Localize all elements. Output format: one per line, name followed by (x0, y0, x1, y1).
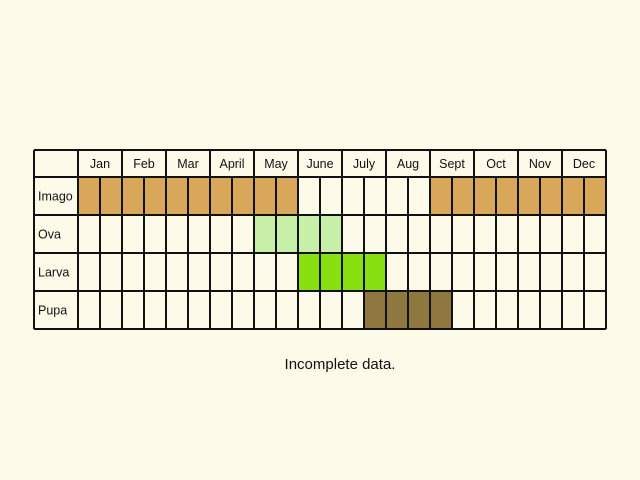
active-cell-imago-20 (496, 177, 518, 215)
month-label-jan: Jan (90, 157, 110, 171)
stage-label-imago: Imago (38, 190, 73, 204)
active-cell-larva-14 (364, 253, 386, 291)
active-cell-ova-12 (320, 215, 342, 253)
active-cell-imago-1 (78, 177, 100, 215)
month-label-june: June (306, 157, 333, 171)
month-label-april: April (219, 157, 244, 171)
active-cell-imago-10 (276, 177, 298, 215)
active-cell-larva-12 (320, 253, 342, 291)
active-cell-ova-10 (276, 215, 298, 253)
active-cell-imago-3 (122, 177, 144, 215)
month-label-oct: Oct (486, 157, 506, 171)
active-cell-pupa-14 (364, 291, 386, 329)
active-cell-imago-21 (518, 177, 540, 215)
month-label-nov: Nov (529, 157, 552, 171)
active-cell-pupa-16 (408, 291, 430, 329)
active-cell-larva-11 (298, 253, 320, 291)
active-cell-imago-6 (188, 177, 210, 215)
active-cell-imago-18 (452, 177, 474, 215)
active-cell-imago-9 (254, 177, 276, 215)
stage-label-pupa: Pupa (38, 304, 67, 318)
active-cell-imago-22 (540, 177, 562, 215)
month-label-sept: Sept (439, 157, 465, 171)
active-cell-imago-2 (100, 177, 122, 215)
active-cell-larva-13 (342, 253, 364, 291)
active-cell-ova-9 (254, 215, 276, 253)
active-cell-pupa-15 (386, 291, 408, 329)
active-cell-pupa-17 (430, 291, 452, 329)
month-label-feb: Feb (133, 157, 155, 171)
stage-label-larva: Larva (38, 266, 69, 280)
active-cell-imago-8 (232, 177, 254, 215)
month-label-mar: Mar (177, 157, 199, 171)
active-cell-imago-5 (166, 177, 188, 215)
active-cell-imago-4 (144, 177, 166, 215)
active-cell-imago-24 (584, 177, 606, 215)
active-cell-imago-7 (210, 177, 232, 215)
active-cell-imago-17 (430, 177, 452, 215)
active-cell-ova-11 (298, 215, 320, 253)
active-cell-imago-19 (474, 177, 496, 215)
chart-caption: Incomplete data. (284, 356, 396, 373)
month-label-aug: Aug (397, 157, 419, 171)
month-label-july: July (353, 157, 376, 171)
active-cell-imago-23 (562, 177, 584, 215)
stage-label-ova: Ova (38, 228, 61, 242)
month-label-dec: Dec (573, 157, 595, 171)
month-label-may: May (264, 157, 288, 171)
